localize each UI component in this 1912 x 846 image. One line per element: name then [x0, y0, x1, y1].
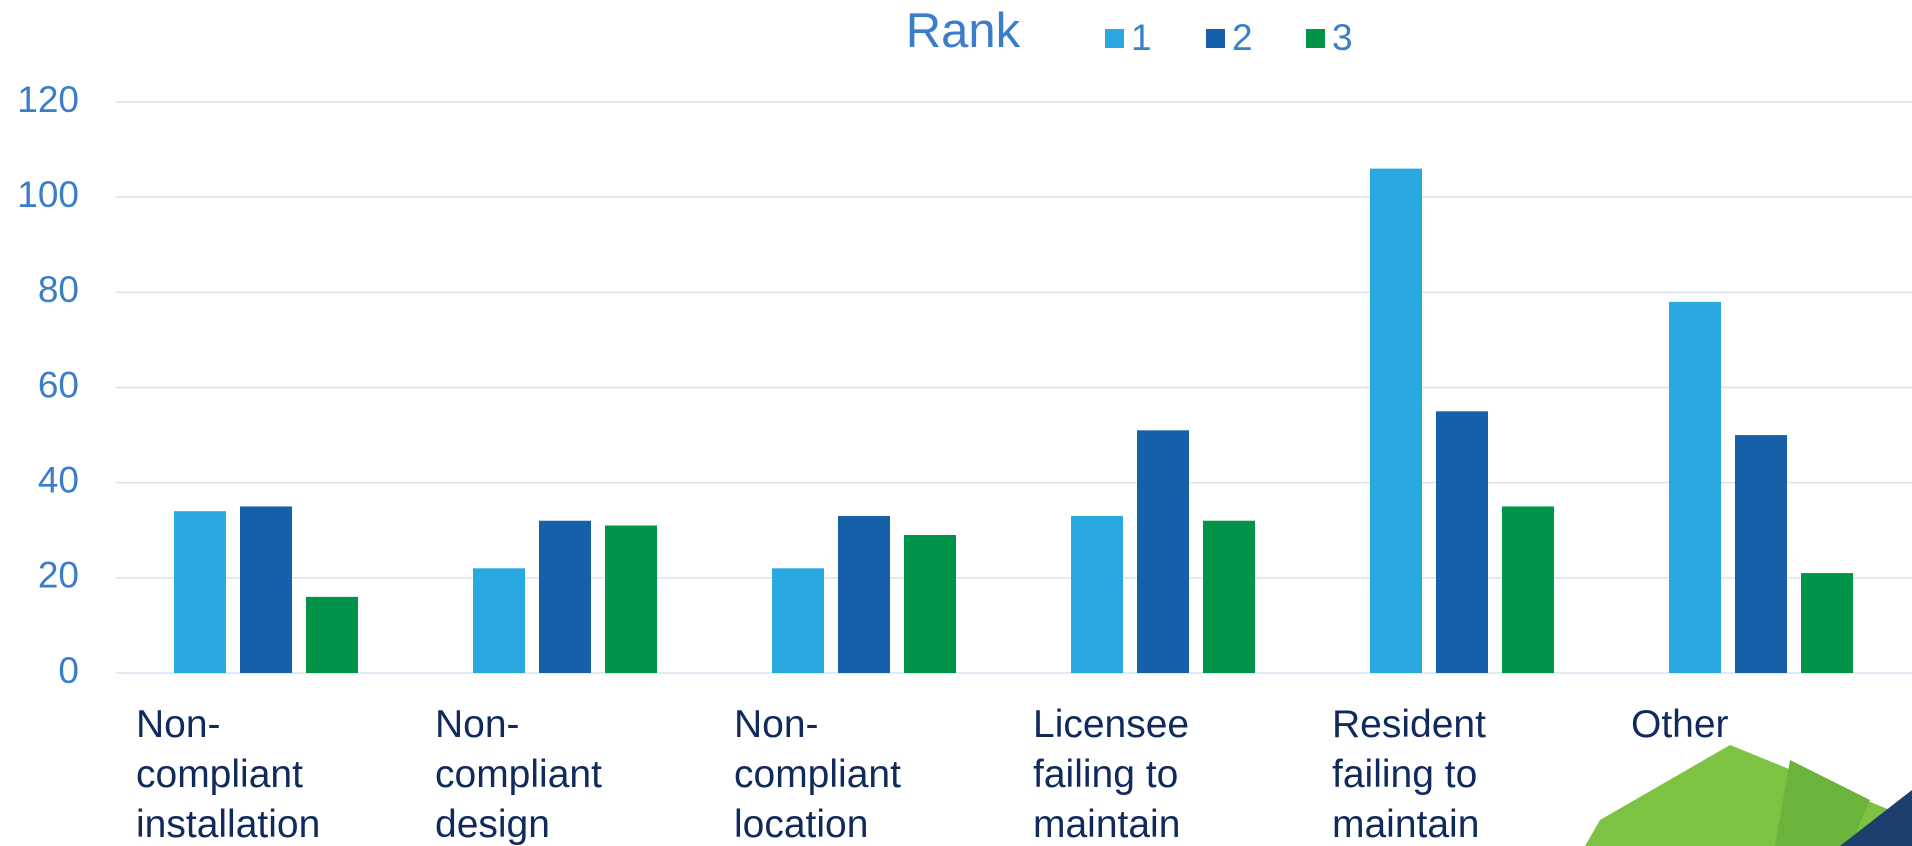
bar: [174, 511, 226, 673]
legend-label: 1: [1131, 17, 1152, 58]
y-tick-label: 100: [17, 174, 79, 215]
legend-label: 3: [1332, 17, 1353, 58]
legend-swatch: [1105, 29, 1124, 48]
bar: [473, 568, 525, 673]
bar: [772, 568, 824, 673]
bar: [1669, 302, 1721, 673]
chart-title: Rank: [906, 4, 1021, 58]
y-tick-label: 120: [17, 79, 79, 120]
bar: [605, 525, 657, 673]
x-tick-label: Non-compliant design: [435, 700, 665, 846]
bar: [240, 506, 292, 673]
x-tick-label: Non-compliant location: [734, 700, 964, 846]
chart-root: Rank 0 20 40 60 80 100 120 1 2 3 Non-compliant in…: [0, 0, 1912, 846]
legend-swatch: [1306, 29, 1325, 48]
bar: [1137, 430, 1189, 673]
bar: [306, 597, 358, 673]
bar: [1370, 169, 1422, 673]
y-tick-label: 60: [38, 364, 79, 405]
bar: [539, 521, 591, 673]
legend-label: 2: [1232, 17, 1253, 58]
bar: [1801, 573, 1853, 673]
bar: [1735, 435, 1787, 673]
x-tick-label: Non-compliant installation: [136, 700, 366, 846]
y-tick-label: 20: [38, 555, 79, 596]
y-tick-label: 80: [38, 269, 79, 310]
y-tick-label: 0: [58, 650, 79, 691]
y-tick-label: 40: [38, 459, 79, 500]
bar: [838, 516, 890, 673]
x-tick-label: Other: [1631, 700, 1861, 750]
bar: [1502, 506, 1554, 673]
bar: [904, 535, 956, 673]
x-tick-label: Licensee failing to maintain: [1033, 700, 1263, 846]
legend-swatch: [1206, 29, 1225, 48]
x-tick-label: Resident failing to maintain: [1332, 700, 1562, 846]
bar: [1071, 516, 1123, 673]
bar: [1436, 411, 1488, 673]
bar: [1203, 521, 1255, 673]
